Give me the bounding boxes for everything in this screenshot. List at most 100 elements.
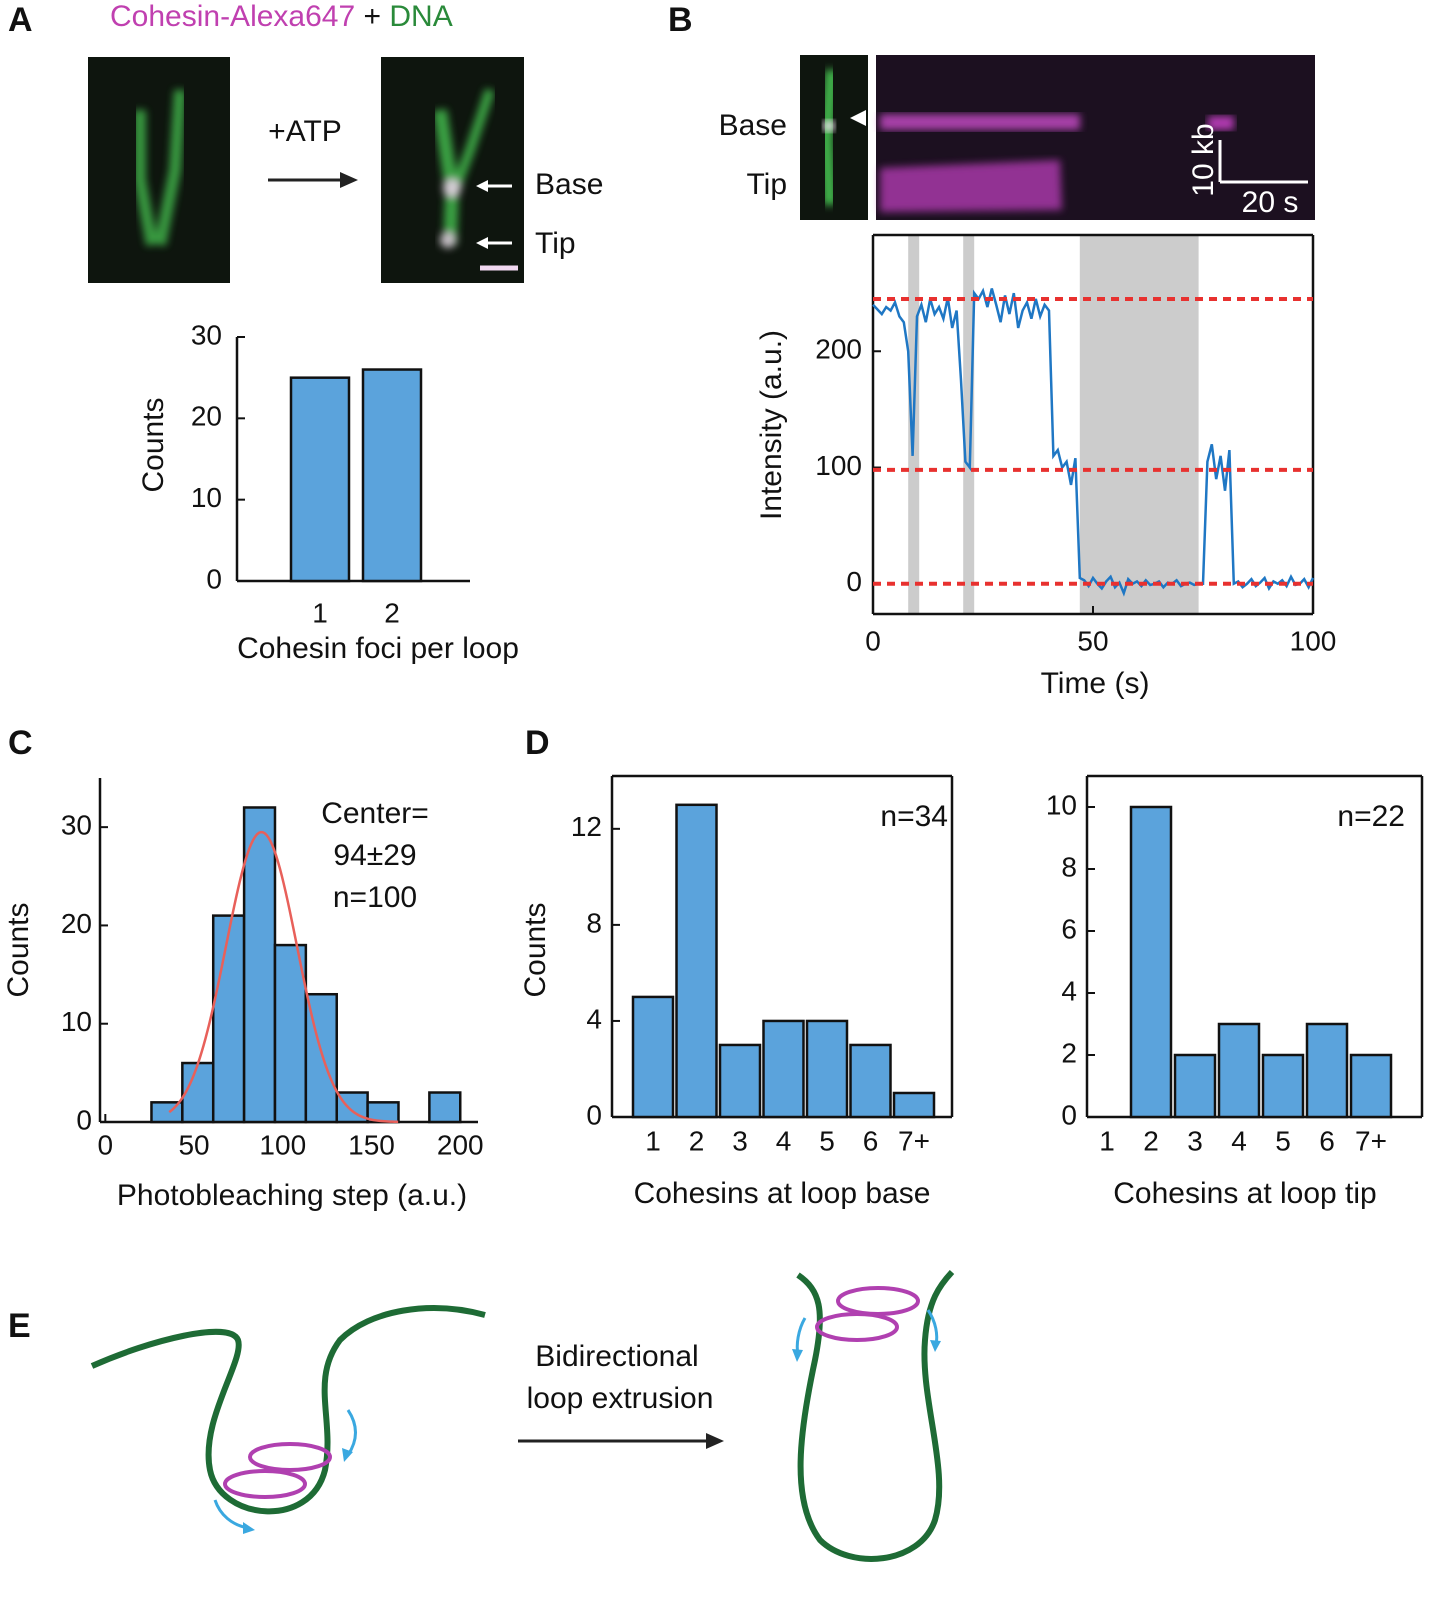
annotation: n=22: [1337, 800, 1405, 833]
y-tick-label: 0: [846, 566, 862, 597]
scale-x: 20 s: [1242, 186, 1299, 219]
x-tick-label: 200: [437, 1129, 484, 1160]
bar: [849, 1043, 892, 1119]
panel-label: E: [8, 1307, 31, 1345]
bar: [1129, 805, 1173, 1119]
annotation: 94±29: [333, 839, 416, 872]
x-tick-label: 1: [1099, 1125, 1115, 1156]
bar: [1261, 1053, 1305, 1119]
panel-label: D: [525, 724, 550, 762]
y-tick-label: 20: [191, 401, 222, 432]
treatment: +ATP: [268, 115, 342, 148]
header-magenta: Cohesin-Alexa647: [110, 0, 355, 33]
panel-label: A: [8, 1, 33, 39]
y-tick-label: 2: [1061, 1037, 1077, 1068]
loop-diagram: [90, 1269, 955, 1562]
bar: [273, 943, 308, 1124]
y-tick-label: 30: [191, 319, 222, 350]
y-tick-label: 0: [586, 1099, 602, 1130]
y-tick-label: 30: [61, 810, 92, 841]
kymograph: [800, 55, 1315, 220]
bar: [1173, 1053, 1217, 1119]
x-axis-label: Cohesins at loop tip: [1113, 1177, 1377, 1210]
tip-label: Tip: [746, 168, 787, 201]
bar: [361, 368, 423, 583]
bar: [718, 1043, 762, 1119]
x-tick-label: 5: [1275, 1125, 1291, 1156]
y-tick-label: 10: [61, 1006, 92, 1037]
y-tick-label: 10: [1046, 789, 1077, 820]
x-tick-label: 1: [312, 597, 328, 628]
x-tick-label: 50: [1077, 625, 1108, 656]
annotation: n=100: [333, 881, 417, 914]
y-tick-label: 200: [815, 334, 862, 365]
bar: [675, 803, 718, 1119]
x-axis-label: Photobleaching step (a.u.): [117, 1179, 467, 1212]
micrograph: [381, 57, 524, 283]
bar: [1349, 1053, 1393, 1119]
x-axis-label: Cohesins at loop base: [634, 1177, 931, 1210]
x-tick-label: 4: [776, 1125, 792, 1156]
bar: [805, 1019, 849, 1119]
x-tick-label: 100: [259, 1129, 306, 1160]
y-tick-label: 100: [815, 450, 862, 481]
panel-label: B: [668, 1, 693, 39]
bar: [762, 1019, 805, 1119]
arrow-label: Bidirectional: [535, 1340, 698, 1373]
bar: [1217, 1022, 1261, 1119]
bar: [1305, 1022, 1349, 1119]
header-plus: +: [364, 0, 382, 33]
y-tick-label: 8: [586, 907, 602, 938]
bar: [242, 806, 277, 1124]
y-tick-label: 8: [1061, 851, 1077, 882]
y-tick-label: 0: [1061, 1099, 1077, 1130]
x-tick-label: 0: [865, 625, 881, 656]
y-tick-label: 4: [1061, 975, 1077, 1006]
arrowhead: [340, 172, 358, 188]
y-tick-label: 20: [61, 908, 92, 939]
x-tick-label: 50: [178, 1129, 209, 1160]
bar: [181, 1061, 215, 1124]
bar: [428, 1091, 462, 1124]
y-axis-label: Counts: [519, 902, 552, 997]
scale-y: 10 kb: [1187, 123, 1220, 196]
x-tick-label: 0: [98, 1129, 114, 1160]
x-tick-label: 2: [1143, 1125, 1159, 1156]
x-tick-label: 100: [1290, 625, 1337, 656]
x-tick-label: 2: [384, 597, 400, 628]
x-tick-label: 4: [1231, 1125, 1247, 1156]
y-tick-label: 6: [1061, 913, 1077, 944]
x-axis-label: Time (s): [1041, 667, 1150, 700]
bar: [289, 376, 351, 583]
x-axis-label: Cohesin foci per loop: [237, 632, 519, 665]
x-tick-label: 6: [863, 1125, 879, 1156]
x-tick-label: 1: [645, 1125, 661, 1156]
bar: [211, 914, 246, 1124]
x-tick-label: 2: [689, 1125, 705, 1156]
y-tick-label: 4: [586, 1003, 602, 1034]
header-green: DNA: [389, 0, 452, 33]
panel-label: C: [8, 724, 33, 762]
y-tick-label: 0: [76, 1104, 92, 1135]
y-tick-label: 12: [571, 811, 602, 842]
x-tick-label: 7+: [1355, 1125, 1387, 1156]
base-label: Base: [719, 109, 787, 142]
x-tick-label: 3: [1187, 1125, 1203, 1156]
base-label: Base: [535, 168, 603, 201]
y-tick-label: 10: [191, 482, 222, 513]
x-tick-label: 6: [1319, 1125, 1335, 1156]
fit-curve: [168, 830, 399, 1124]
x-tick-label: 5: [819, 1125, 835, 1156]
tip-label: Tip: [535, 227, 576, 260]
y-axis-label: Counts: [2, 902, 35, 997]
annotation: Center=: [321, 797, 429, 830]
header: Cohesin-Alexa647 + DNA: [110, 0, 453, 33]
arrow-label: loop extrusion: [527, 1382, 714, 1415]
y-axis-label: Counts: [137, 397, 170, 492]
x-tick-label: 7+: [898, 1125, 930, 1156]
y-tick-label: 0: [206, 563, 222, 594]
x-tick-label: 3: [732, 1125, 748, 1156]
shaded-range: [963, 235, 975, 614]
x-tick-label: 150: [348, 1129, 395, 1160]
